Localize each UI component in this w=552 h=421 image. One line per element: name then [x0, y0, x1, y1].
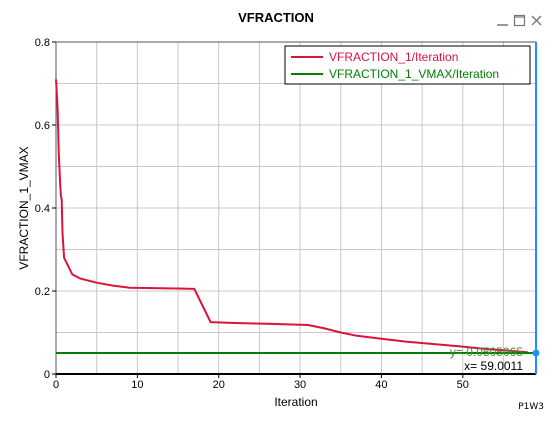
minimize-icon[interactable] — [495, 13, 510, 28]
y-axis-label: VFRACTION_1_VMAX — [17, 146, 31, 269]
y-tick-label: 0.6 — [35, 120, 50, 132]
series-line-1 — [55, 79, 528, 354]
y-tick-label: 0.8 — [35, 37, 50, 49]
y-tick-label: 0 — [44, 369, 50, 381]
x-tick-label: 50 — [457, 379, 469, 391]
window-controls — [495, 10, 544, 30]
cursor-x-readout: x= 59.0011 — [464, 359, 523, 373]
legend-label-2: VFRACTION_1_VMAX/Iteration — [329, 67, 499, 81]
x-tick-label: 0 — [53, 379, 59, 391]
x-tick-label: 10 — [131, 379, 143, 391]
page-tag: P1W3 — [518, 402, 544, 412]
y-tick-label: 0.2 — [35, 286, 50, 298]
x-tick-label: 30 — [294, 379, 306, 391]
cursor-marker[interactable] — [532, 349, 540, 357]
legend-label-1: VFRACTION_1/Iteration — [329, 50, 458, 64]
x-tick-label: 40 — [375, 379, 387, 391]
x-tick-label: 20 — [213, 379, 225, 391]
y-tick-label: 0.4 — [35, 203, 50, 215]
maximize-icon[interactable] — [512, 13, 527, 28]
chart-title: VFRACTION — [238, 10, 314, 25]
legend-box — [284, 45, 531, 85]
close-icon[interactable] — [529, 13, 544, 28]
cursor-y-readout: y= 0.0505065 — [450, 345, 523, 359]
x-axis-label: Iteration — [274, 395, 317, 409]
